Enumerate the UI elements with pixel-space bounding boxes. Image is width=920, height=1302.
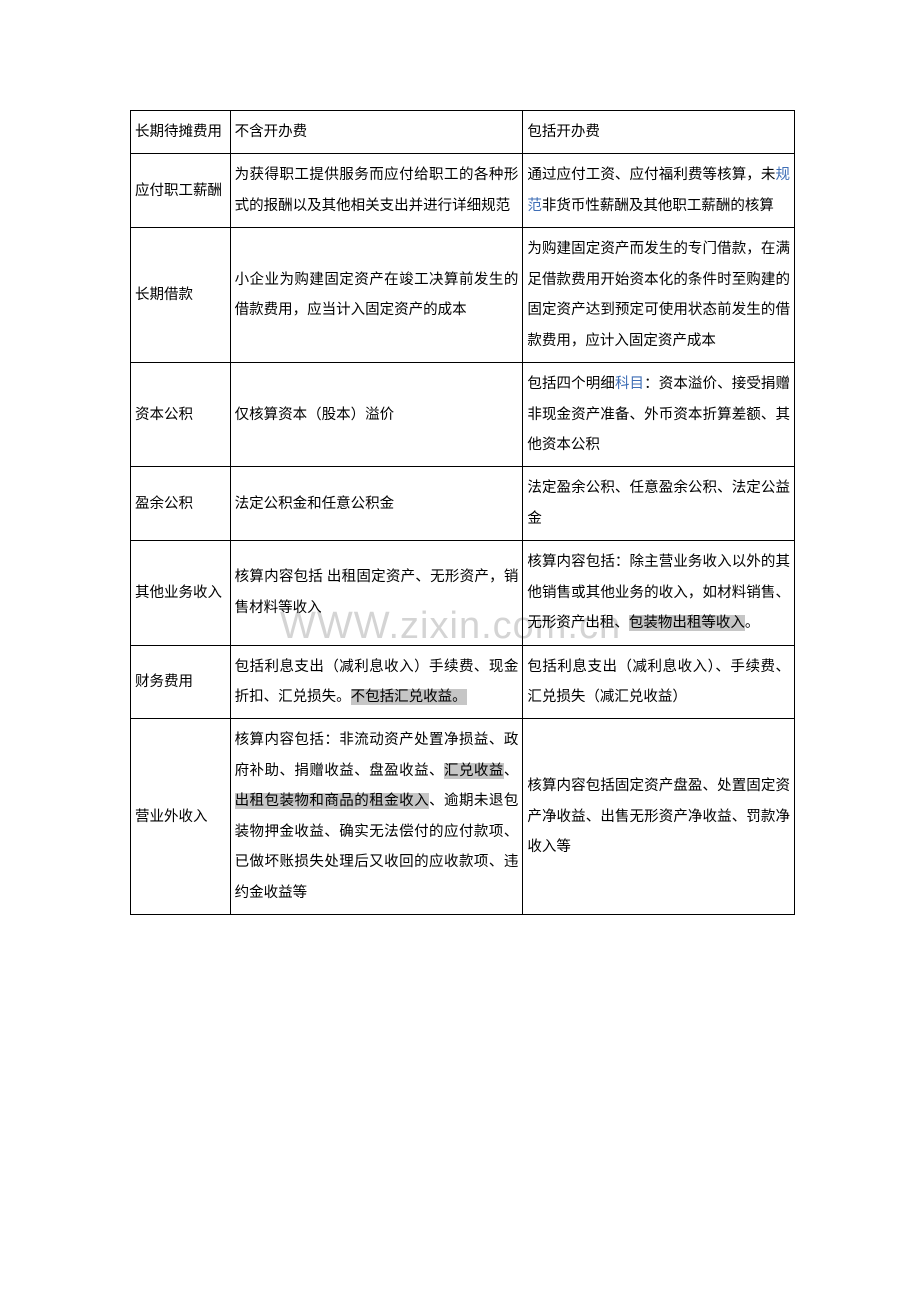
text-segment: 不含开办费	[235, 124, 308, 140]
row-col3-cell: 包括利息支出（减利息收入）、手续费、汇兑损失（减汇兑收益）	[523, 645, 795, 719]
text-segment: 、逾期未退包装物押金收益、确实无法偿付的应付款项、已做坏账损失处理后又收回的应收…	[235, 793, 519, 900]
row-col2-cell: 仅核算资本（股本）溢价	[230, 363, 523, 467]
text-segment: 包括开办费	[527, 124, 600, 140]
row-col2-cell: 为获得职工提供服务而应付给职工的各种形式的报酬以及其他相关支出并进行详细规范	[230, 154, 523, 228]
row-label-cell: 营业外收入	[131, 719, 231, 915]
text-segment: 不包括汇兑收益。	[351, 689, 467, 705]
text-segment: 科目	[615, 376, 644, 392]
row-col2-cell: 包括利息支出（减利息收入）手续费、现金折扣、汇兑损失。不包括汇兑收益。	[230, 645, 523, 719]
text-segment: 包括利息支出（减利息收入）、手续费、汇兑损失（减汇兑收益）	[527, 659, 790, 705]
text-segment: 包括四个明细	[527, 376, 615, 392]
text-segment: 出租包装物和商品的租金收入	[235, 793, 429, 809]
row-col2-cell: 小企业为购建固定资产在竣工决算前发生的借款费用，应当计入固定资产的成本	[230, 228, 523, 363]
row-label-cell: 资本公积	[131, 363, 231, 467]
table-row: 长期借款小企业为购建固定资产在竣工决算前发生的借款费用，应当计入固定资产的成本为…	[131, 228, 795, 363]
row-label-cell: 长期待摊费用	[131, 111, 231, 154]
row-col3-cell: 核算内容包括固定资产盘盈、处置固定资产净收益、出售无形资产净收益、罚款净收入等	[523, 719, 795, 915]
table-row: 应付职工薪酬为获得职工提供服务而应付给职工的各种形式的报酬以及其他相关支出并进行…	[131, 154, 795, 228]
text-segment: 小企业为购建固定资产在竣工决算前发生的借款费用，应当计入固定资产的成本	[235, 272, 519, 318]
text-segment: 包装物出租等收入	[629, 615, 745, 631]
table-row: 资本公积仅核算资本（股本）溢价 包括四个明细科目：资本溢价、接受捐赠非现金资产准备…	[131, 363, 795, 467]
text-segment: 汇兑收益	[444, 763, 504, 779]
row-col3-cell: 通过应付工资、应付福利费等核算，未规范非货币性薪酬及其他职工薪酬的核算	[523, 154, 795, 228]
comparison-table-container: 长期待摊费用不含开办费 包括开办费应付职工薪酬为获得职工提供服务而应付给职工的各种…	[130, 110, 795, 915]
table-row: 其他业务收入核算内容包括 出租固定资产、无形资产，销售材料等收入核算内容包括：除…	[131, 541, 795, 645]
table-row: 盈余公积法定公积金和任意公积金 法定盈余公积、任意盈余公积、法定公益金	[131, 467, 795, 541]
row-label-cell: 应付职工薪酬	[131, 154, 231, 228]
row-col2-cell: 不含开办费	[230, 111, 523, 154]
row-col2-cell: 核算内容包括 出租固定资产、无形资产，销售材料等收入	[230, 541, 523, 645]
comparison-table: 长期待摊费用不含开办费 包括开办费应付职工薪酬为获得职工提供服务而应付给职工的各种…	[130, 110, 795, 915]
text-segment: 仅核算资本（股本）溢价	[235, 407, 395, 423]
text-segment: 。	[745, 615, 760, 631]
row-col3-cell: 为购建固定资产而发生的专门借款，在满足借款费用开始资本化的条件时至购建的固定资产…	[523, 228, 795, 363]
table-row: 财务费用包括利息支出（减利息收入）手续费、现金折扣、汇兑损失。不包括汇兑收益。包…	[131, 645, 795, 719]
row-label-cell: 盈余公积	[131, 467, 231, 541]
text-segment: 为购建固定资产而发生的专门借款，在满足借款费用开始资本化的条件时至购建的固定资产…	[527, 241, 790, 348]
table-row: 长期待摊费用不含开办费 包括开办费	[131, 111, 795, 154]
text-segment: 核算内容包括 出租固定资产、无形资产，销售材料等收入	[235, 569, 519, 615]
row-label-cell: 长期借款	[131, 228, 231, 363]
text-segment: 非货币性薪酬及其他职工薪酬的核算	[542, 198, 774, 214]
text-segment: 、	[504, 763, 519, 779]
row-label-cell: 其他业务收入	[131, 541, 231, 645]
row-col3-cell: 包括开办费	[523, 111, 795, 154]
row-col3-cell: 包括四个明细科目：资本溢价、接受捐赠非现金资产准备、外币资本折算差额、其他资本公…	[523, 363, 795, 467]
text-segment: 通过应付工资、应付福利费等核算，未	[527, 167, 775, 183]
row-col3-cell: 法定盈余公积、任意盈余公积、法定公益金	[523, 467, 795, 541]
text-segment: 法定盈余公积、任意盈余公积、法定公益金	[527, 480, 790, 526]
text-segment: 为获得职工提供服务而应付给职工的各种形式的报酬以及其他相关支出并进行详细规范	[235, 167, 519, 213]
text-segment: 法定公积金和任意公积金	[235, 496, 395, 512]
table-row: 营业外收入核算内容包括：非流动资产处置净损益、政府补助、捐赠收益、盘盈收益、汇兑…	[131, 719, 795, 915]
text-segment: 核算内容包括固定资产盘盈、处置固定资产净收益、出售无形资产净收益、罚款净收入等	[527, 778, 790, 855]
row-col2-cell: 核算内容包括：非流动资产处置净损益、政府补助、捐赠收益、盘盈收益、汇兑收益、出租…	[230, 719, 523, 915]
row-col3-cell: 核算内容包括：除主营业务收入以外的其他销售或其他业务的收入，如材料销售、无形资产…	[523, 541, 795, 645]
row-col2-cell: 法定公积金和任意公积金	[230, 467, 523, 541]
row-label-cell: 财务费用	[131, 645, 231, 719]
